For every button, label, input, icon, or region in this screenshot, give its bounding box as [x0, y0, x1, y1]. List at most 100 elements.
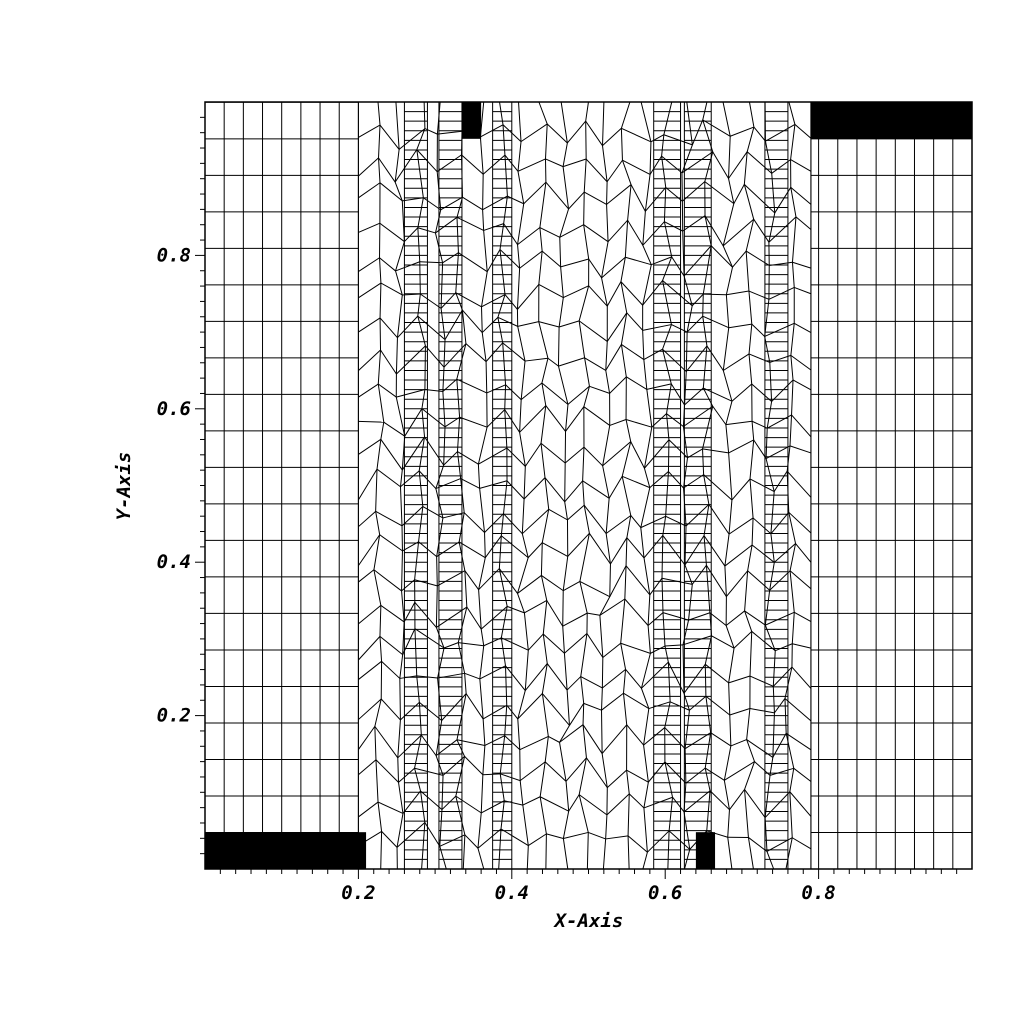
mesh-cell-edge	[583, 446, 604, 467]
mesh-cell-edge	[624, 598, 649, 626]
mesh-cell-edge	[625, 256, 652, 266]
filled-block	[810, 102, 972, 139]
mesh-cell-edge	[404, 408, 423, 437]
mesh-cell-edge	[649, 155, 663, 175]
mesh-cell-edge	[500, 535, 529, 559]
mesh-cell-edge	[375, 759, 399, 783]
mesh-cell-edge	[793, 322, 812, 333]
mesh-cell-edge	[458, 642, 484, 647]
mesh-cell-edge	[358, 569, 375, 583]
mesh-cell-edge	[786, 470, 812, 498]
mesh-cell-edge	[588, 285, 608, 307]
mesh-cell-edge	[704, 215, 724, 247]
mesh-cell-edge	[527, 542, 543, 558]
mesh-cell-edge	[625, 669, 642, 689]
mesh-cell-edge	[505, 384, 522, 400]
mesh-cell-edge	[729, 708, 751, 716]
mesh-cell-edge	[620, 642, 651, 654]
mesh-cell-edge	[358, 420, 384, 423]
mesh-cell-edge	[601, 724, 628, 754]
mesh-cell-edge	[747, 570, 770, 591]
mesh-cell-edge	[792, 379, 812, 391]
mesh-cell-edge	[517, 321, 539, 327]
mesh-cell-edge	[564, 446, 585, 464]
mesh-cell-edge	[644, 439, 670, 469]
mesh-cell-edge	[651, 413, 667, 428]
mesh-cell-edge	[481, 316, 499, 333]
mesh-cell-edge	[670, 383, 685, 406]
mesh-cell-edge	[628, 793, 645, 809]
mesh-cell-edge	[743, 101, 756, 870]
mesh-cell-edge	[599, 598, 626, 616]
mesh-cell-edge	[464, 672, 480, 680]
mesh-cell-edge	[794, 124, 812, 139]
mesh-cell-edge	[517, 693, 543, 720]
mesh-cell-edge	[711, 635, 735, 649]
mesh-cell-edge	[465, 693, 484, 720]
mesh-cell-edge	[605, 515, 632, 534]
mesh-cell-edge	[517, 158, 546, 172]
mesh-cell-edge	[649, 577, 663, 596]
mesh-cell-edge	[665, 515, 687, 527]
mesh-cell-edge	[358, 222, 381, 233]
mesh-cell-edge	[685, 767, 706, 784]
mesh-cell-edge	[524, 442, 542, 467]
filled-block	[695, 832, 716, 869]
mesh-cell-edge	[753, 126, 766, 142]
mesh-cell-edge	[730, 739, 747, 747]
mesh-cell-edge	[790, 186, 812, 205]
mesh-cell-edge	[770, 511, 790, 535]
mesh-cell-edge	[622, 475, 650, 489]
filled-blocks	[205, 102, 972, 869]
mesh-cell-edge	[397, 315, 419, 339]
mesh-cell-edge	[712, 405, 727, 425]
mesh-cell-edge	[379, 635, 403, 656]
mesh-cell-edge	[506, 447, 526, 467]
mesh-cell-edge	[501, 637, 529, 651]
mesh-cell-edge	[686, 315, 704, 333]
mesh-cell-edge	[423, 197, 442, 211]
mesh-cell-edge	[662, 535, 686, 566]
mesh-cell-edge	[377, 383, 397, 398]
mesh-cell-edge	[583, 504, 607, 534]
mesh-cell-edge	[772, 666, 793, 687]
mesh-cell-edge	[481, 294, 506, 308]
mesh-cell-edge	[482, 773, 501, 776]
mesh-cell-edge	[684, 535, 705, 566]
mesh-cell-edge	[583, 224, 609, 243]
mesh-cell-edge	[373, 101, 385, 870]
mesh-cell-edge	[578, 794, 608, 816]
mesh-cell-edge	[522, 796, 541, 806]
mesh-cell-edge	[563, 285, 589, 299]
mesh-cell-edge	[722, 218, 755, 247]
mesh-cell-edge	[578, 101, 590, 870]
mesh-cell-edge	[565, 757, 587, 782]
mesh-cell-edge	[541, 575, 564, 592]
mesh-cell-edge	[664, 644, 684, 647]
mesh-cell-edge	[708, 504, 730, 535]
mesh-cell-edge	[396, 822, 426, 848]
mesh-cell-edge	[703, 535, 726, 567]
mesh-cell-edge	[630, 441, 645, 469]
x-axis-label: X-Axis	[553, 910, 624, 932]
mesh-cell-edge	[752, 517, 772, 535]
mesh-cell-edge	[517, 227, 541, 245]
mesh-cell-edge	[517, 284, 540, 310]
mesh-cell-edge	[358, 801, 379, 818]
mesh-cell-edge	[527, 633, 544, 651]
mesh-cell-edge	[794, 611, 812, 623]
mesh-cell-edge	[401, 506, 424, 527]
mesh-cell-edge	[606, 312, 628, 342]
mesh-cell-edge	[380, 698, 401, 721]
mesh-cell-edge	[484, 735, 505, 746]
mesh-cell-edge	[485, 342, 504, 362]
mesh-cell-edge	[524, 663, 548, 691]
y-tick-label: 0.4	[157, 551, 191, 573]
mesh-cell-edge	[505, 665, 526, 691]
mesh-cell-edge	[357, 468, 378, 501]
mesh-cell-edge	[772, 733, 787, 758]
mesh-cell-edge	[519, 736, 549, 751]
mesh-cell-edge	[626, 376, 648, 390]
mesh-cell-edge	[627, 835, 648, 853]
mesh-cell-edge	[792, 261, 812, 269]
